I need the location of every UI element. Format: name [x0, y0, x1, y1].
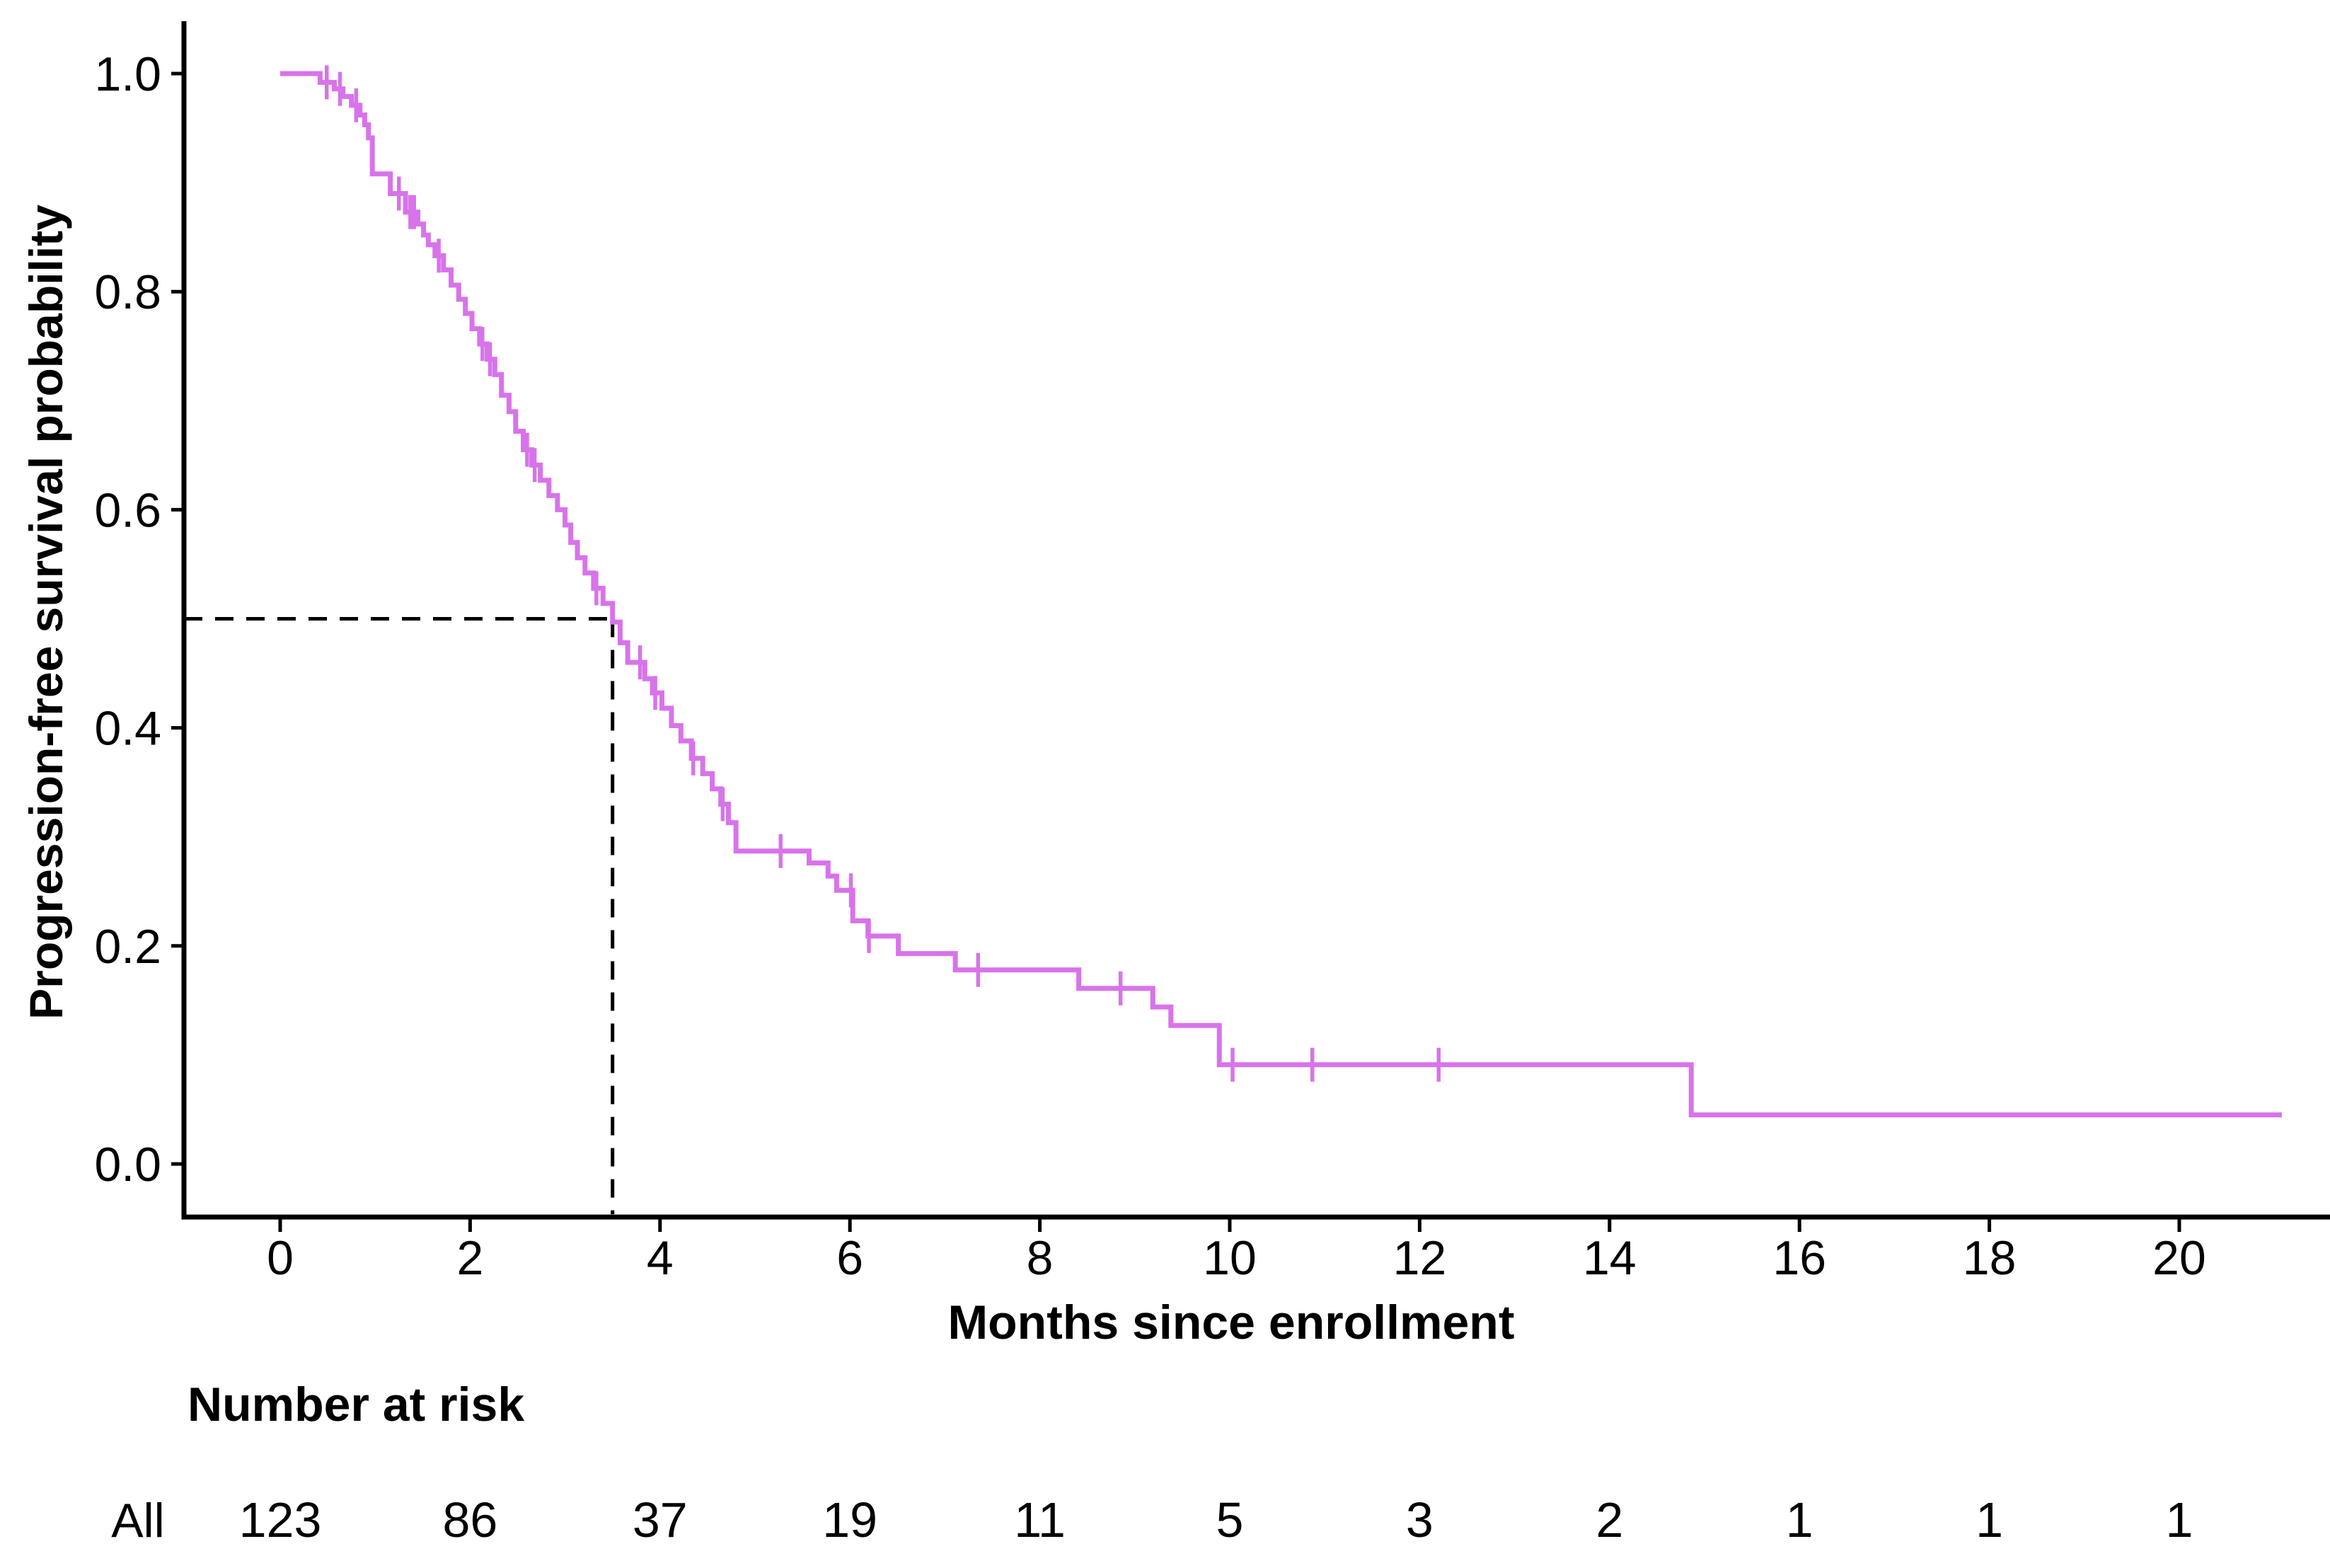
x-tick-label: 0	[267, 1231, 294, 1285]
x-axis-title: Months since enrollment	[948, 1296, 1515, 1349]
risk-count: 1	[2166, 1492, 2193, 1547]
risk-count: 5	[1216, 1492, 1244, 1547]
x-tick-label: 6	[836, 1231, 863, 1285]
risk-count: 86	[442, 1492, 497, 1547]
risk-count: 123	[239, 1492, 322, 1547]
risk-count: 2	[1596, 1492, 1623, 1547]
y-axis-ticks: 1.0 0.8 0.6 0.4 0.2 0.0	[94, 47, 184, 1192]
y-tick-label: 0.8	[94, 265, 161, 319]
y-tick-label: 0.0	[94, 1138, 161, 1192]
x-tick-label: 8	[1027, 1231, 1054, 1285]
risk-count: 37	[633, 1492, 688, 1547]
x-tick-label: 4	[647, 1231, 674, 1285]
risk-count: 3	[1406, 1492, 1434, 1547]
x-tick-label: 14	[1583, 1231, 1637, 1285]
censor-marks	[325, 65, 1441, 1082]
y-tick-label: 0.4	[94, 702, 161, 756]
survival-curve	[280, 71, 2282, 1118]
y-tick-label: 1.0	[94, 47, 161, 101]
x-tick-label: 20	[2152, 1231, 2206, 1285]
risk-count: 1	[1976, 1492, 2003, 1547]
median-reference-lines	[184, 617, 615, 1214]
risk-row-label: All	[111, 1494, 165, 1547]
risk-count: 1	[1786, 1492, 1813, 1547]
y-axis-title: Progression-free survival probability	[20, 204, 72, 1020]
x-tick-label: 10	[1203, 1231, 1257, 1285]
y-tick-label: 0.6	[94, 483, 161, 537]
x-axis-ticks: 0 2 4 6 8 10 12 14 16 18 20	[267, 1217, 2206, 1285]
x-tick-label: 16	[1772, 1231, 1826, 1285]
y-tick-label: 0.2	[94, 920, 161, 974]
risk-count: 19	[822, 1492, 877, 1547]
risk-table-values: 123 86 37 19 11 5 3 2 1 1 1	[239, 1492, 2193, 1547]
x-tick-label: 2	[456, 1231, 483, 1285]
risk-count: 11	[1014, 1492, 1066, 1547]
x-tick-label: 18	[1963, 1231, 2017, 1285]
risk-table-title: Number at risk	[188, 1378, 524, 1431]
km-curve-all	[280, 71, 2282, 1118]
x-tick-label: 12	[1393, 1231, 1447, 1285]
